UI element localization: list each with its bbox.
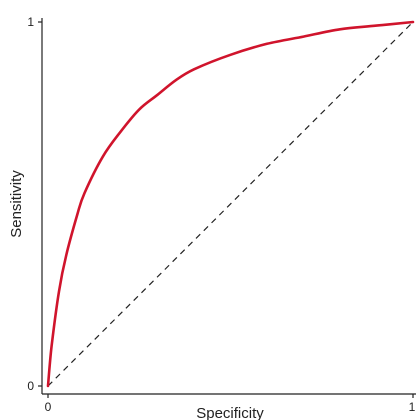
reference-diagonal-line — [47, 21, 414, 387]
x-tick-label-left: 0 — [45, 400, 52, 414]
x-tick-label-right: 1 — [409, 400, 416, 414]
y-tick-label-bottom: 0 — [27, 379, 34, 393]
roc-curve-line — [46, 20, 415, 388]
y-tick-label-top: 1 — [27, 15, 34, 29]
y-axis-title: Sensitivity — [8, 170, 25, 238]
x-axis-title: Specificity — [196, 405, 264, 420]
series-layer — [46, 20, 415, 388]
